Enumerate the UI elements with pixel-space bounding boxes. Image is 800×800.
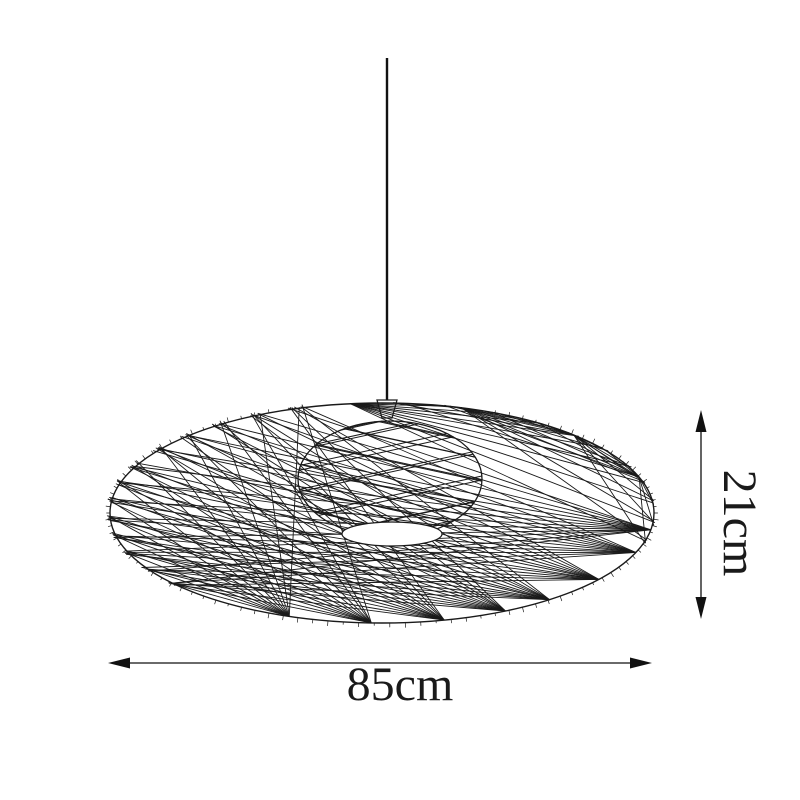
svg-text:85cm: 85cm <box>347 658 454 711</box>
svg-text:21cm: 21cm <box>713 470 766 577</box>
